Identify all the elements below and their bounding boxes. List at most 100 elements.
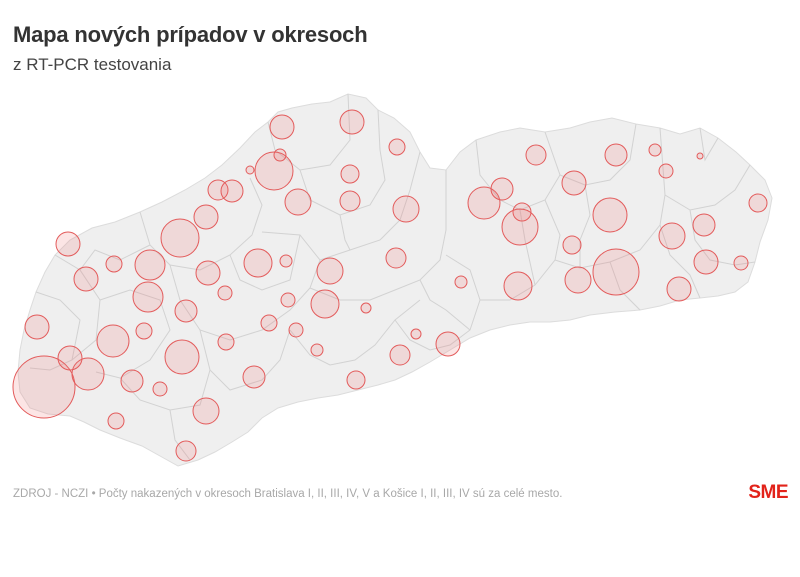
district-boundary <box>699 127 719 162</box>
district-case-bubble <box>192 397 220 425</box>
district-case-bubble <box>501 208 539 246</box>
district-case-bubble <box>220 179 244 203</box>
district-boundary <box>659 224 701 299</box>
district-boundary <box>579 184 591 268</box>
district-case-bubble <box>435 331 461 357</box>
district-borders <box>29 93 756 461</box>
map-title: Mapa nových prípadov v okresoch <box>13 22 368 47</box>
district-case-bubble <box>562 235 582 255</box>
district-case-bubble <box>385 247 407 269</box>
district-case-bubble <box>243 248 273 278</box>
district-case-bubble <box>284 188 312 216</box>
district-case-bubble <box>71 357 105 391</box>
slovakia-district-map <box>12 93 773 467</box>
district-case-bubble <box>696 152 704 160</box>
district-case-bubble <box>195 260 221 286</box>
district-case-bubble <box>389 344 411 366</box>
district-case-bubble <box>57 345 83 371</box>
district-boundary <box>319 151 421 261</box>
district-case-bubble <box>339 109 365 135</box>
district-boundary <box>609 261 641 311</box>
district-case-bubble <box>245 165 255 175</box>
map-subtitle: z RT-PCR testovania <box>13 55 172 74</box>
district-case-bubble <box>388 138 406 156</box>
district-case-bubble <box>279 254 293 268</box>
district-case-bubble <box>693 249 719 275</box>
district-case-bubble <box>648 143 662 157</box>
district-case-bubble <box>503 271 533 301</box>
district-boundary <box>480 199 561 301</box>
district-case-bubble <box>242 365 266 389</box>
district-boundary <box>139 177 263 271</box>
district-case-bubble <box>490 177 514 201</box>
district-boundary <box>35 291 81 361</box>
district-case-bubble <box>105 255 123 273</box>
district-case-bubble <box>107 412 125 430</box>
district-case-bubble <box>604 143 628 167</box>
district-case-bubble <box>288 322 304 338</box>
district-case-bubble <box>260 314 278 332</box>
district-case-bubble <box>360 302 372 314</box>
district-case-bubble <box>164 339 200 375</box>
district-case-bubble <box>132 281 164 313</box>
district-case-bubble <box>512 202 532 222</box>
district-case-bubble <box>24 314 50 340</box>
district-case-bubble <box>135 322 153 340</box>
district-case-bubble <box>410 328 422 340</box>
source-note: ZDROJ - NCZI • Počty nakazených v okreso… <box>13 488 563 500</box>
district-case-bubble <box>339 190 361 212</box>
district-case-bubble <box>96 324 130 358</box>
district-case-bubble <box>658 222 686 250</box>
district-case-bubble <box>12 355 76 419</box>
district-case-bubble <box>316 257 344 285</box>
district-case-bubble <box>525 144 547 166</box>
country-shape <box>17 93 773 467</box>
district-case-bubble <box>273 148 287 162</box>
district-boundary <box>299 109 386 216</box>
district-case-bubble <box>254 151 294 191</box>
case-bubbles <box>12 109 768 462</box>
district-boundary <box>519 209 536 286</box>
district-case-bubble <box>592 197 628 233</box>
district-case-bubble <box>217 333 235 351</box>
district-case-bubble <box>748 193 768 213</box>
district-case-bubble <box>346 370 366 390</box>
slovakia-outline <box>17 93 773 467</box>
district-boundary <box>79 244 151 271</box>
district-boundary <box>267 93 351 171</box>
district-case-bubble <box>175 440 197 462</box>
district-boundary <box>309 170 447 301</box>
district-case-bubble <box>564 266 592 294</box>
district-case-bubble <box>73 266 99 292</box>
district-boundary <box>419 279 471 331</box>
district-case-bubble <box>340 164 360 184</box>
district-case-bubble <box>193 204 219 230</box>
district-case-bubble <box>467 186 501 220</box>
district-case-bubble <box>592 248 640 296</box>
district-case-bubble <box>658 163 674 179</box>
district-case-bubble <box>733 255 749 271</box>
district-case-bubble <box>310 343 324 357</box>
district-boundary <box>169 409 191 461</box>
district-case-bubble <box>454 275 468 289</box>
district-boundary <box>559 123 637 186</box>
district-case-bubble <box>692 213 716 237</box>
district-case-bubble <box>392 195 420 223</box>
district-boundary <box>689 209 756 266</box>
district-boundary <box>339 214 351 251</box>
sme-logo: SME <box>748 482 788 503</box>
district-case-bubble <box>152 381 168 397</box>
district-case-bubble <box>160 218 200 258</box>
district-boundary <box>394 254 481 351</box>
district-case-bubble <box>120 369 144 393</box>
district-case-bubble <box>55 231 81 257</box>
district-case-bubble <box>561 170 587 196</box>
district-boundary <box>664 164 751 211</box>
district-case-bubble <box>217 285 233 301</box>
district-case-bubble <box>174 299 198 323</box>
district-case-bubble <box>269 114 295 140</box>
district-case-bubble <box>666 276 692 302</box>
district-boundary <box>229 234 301 291</box>
district-case-bubble <box>280 292 296 308</box>
district-case-bubble <box>134 249 166 281</box>
